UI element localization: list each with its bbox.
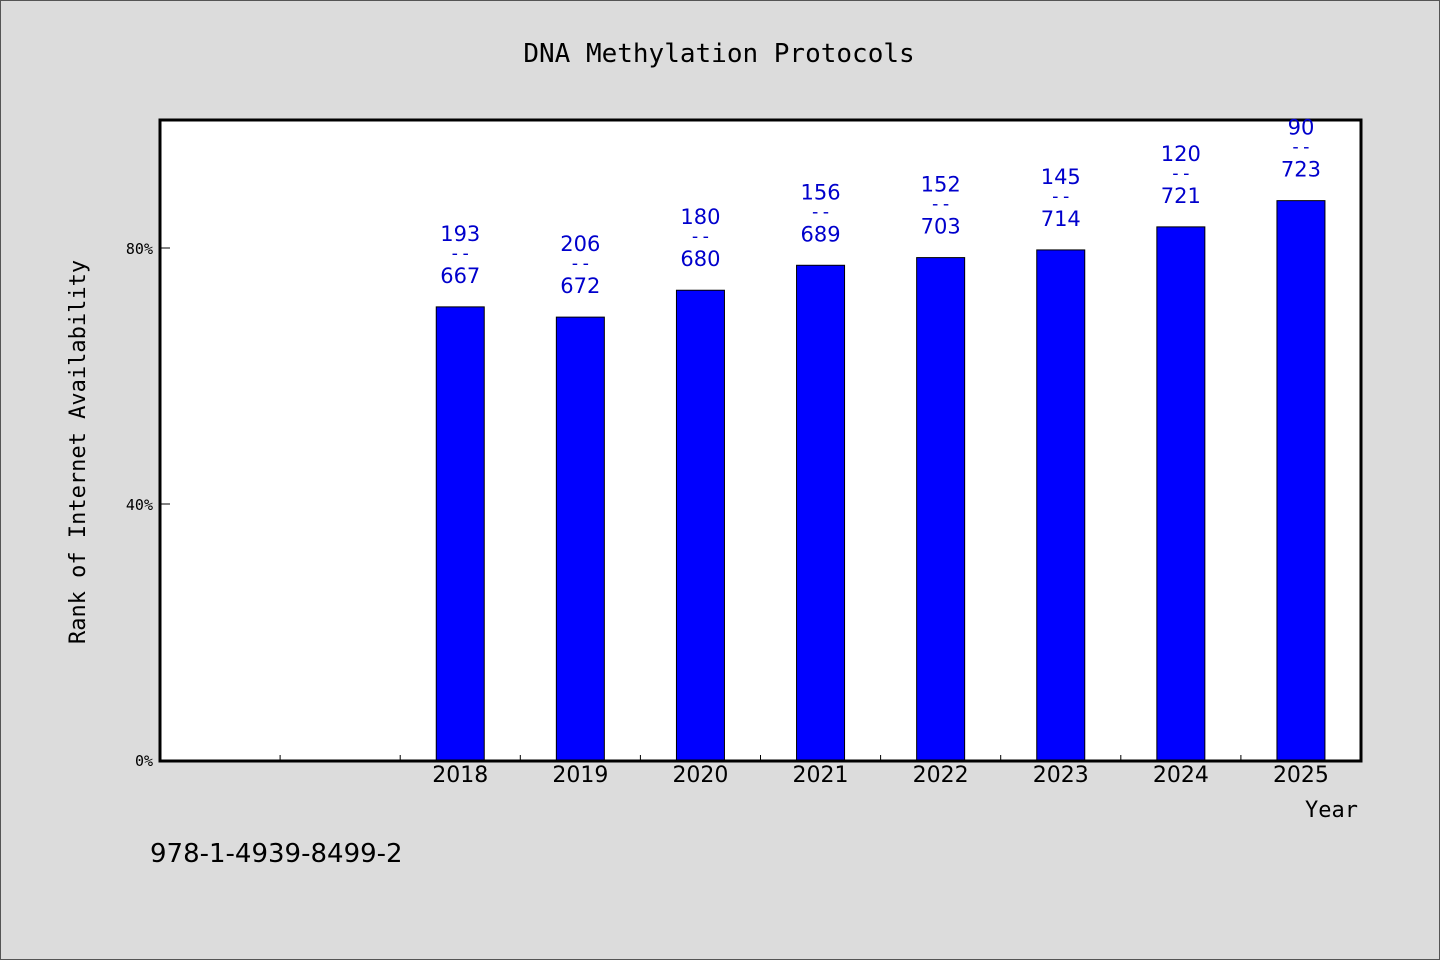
bar: [435, 306, 485, 761]
data-label-bottom: 672: [560, 274, 600, 298]
x-tick-label: 2025: [1273, 763, 1329, 788]
y-tick-label: 0%: [135, 752, 153, 770]
x-axis-group: 2018 2019 2020 2021 2022 2023 2024 2025: [279, 755, 1329, 788]
data-label-separator: --: [930, 194, 952, 215]
data-label-top: 152: [921, 173, 961, 197]
data-label-top: 193: [440, 222, 480, 246]
data-label-bottom: 703: [921, 215, 961, 239]
bar: [675, 289, 725, 761]
data-label-separator: --: [810, 201, 832, 222]
data-label-separator: --: [690, 226, 712, 247]
data-label-separator: --: [449, 243, 471, 264]
data-label-top: 120: [1161, 142, 1201, 166]
x-axis-title: Year: [1305, 798, 1358, 823]
x-tick-label: 2021: [793, 763, 849, 788]
x-tick-label: 2024: [1153, 763, 1209, 788]
y-axis-group: 0% 40% 80%: [126, 240, 170, 770]
data-label-bottom: 689: [801, 222, 841, 246]
y-axis-title: Rank of Internet Availability: [66, 260, 91, 644]
bar: [796, 264, 846, 761]
data-label-top: 180: [680, 205, 720, 229]
bar: [1036, 249, 1086, 761]
data-label-top: 206: [560, 232, 600, 256]
x-tick-label: 2018: [432, 763, 488, 788]
data-label-separator: --: [1050, 186, 1072, 207]
data-label-bottom: 721: [1161, 184, 1201, 208]
x-tick-label: 2020: [672, 763, 728, 788]
isbn-text: 978-1-4939-8499-2: [150, 839, 403, 869]
y-tick-label: 80%: [126, 240, 153, 258]
data-label-separator: --: [570, 253, 592, 274]
data-label-top: 156: [801, 180, 841, 204]
bar: [555, 316, 605, 761]
data-label-top: 145: [1041, 165, 1081, 189]
y-tick-label: 40%: [126, 496, 153, 514]
data-label-bottom: 680: [680, 247, 720, 271]
x-tick-label: 2023: [1033, 763, 1089, 788]
data-label-bottom: 714: [1041, 207, 1081, 231]
data-label-top: 90: [1288, 116, 1315, 140]
data-label-bottom: 667: [440, 264, 480, 288]
bar: [1156, 226, 1206, 761]
bar: [1276, 200, 1326, 761]
x-tick-label: 2022: [913, 763, 969, 788]
x-tick-label: 2019: [552, 763, 608, 788]
bar: [916, 257, 966, 761]
bars-group: 193--667206--672180--680156--689152--703…: [435, 116, 1326, 761]
data-label-separator: --: [1170, 163, 1192, 184]
data-label-bottom: 723: [1281, 158, 1321, 182]
chart-title: DNA Methylation Protocols: [523, 39, 914, 69]
data-label-separator: --: [1290, 137, 1312, 158]
